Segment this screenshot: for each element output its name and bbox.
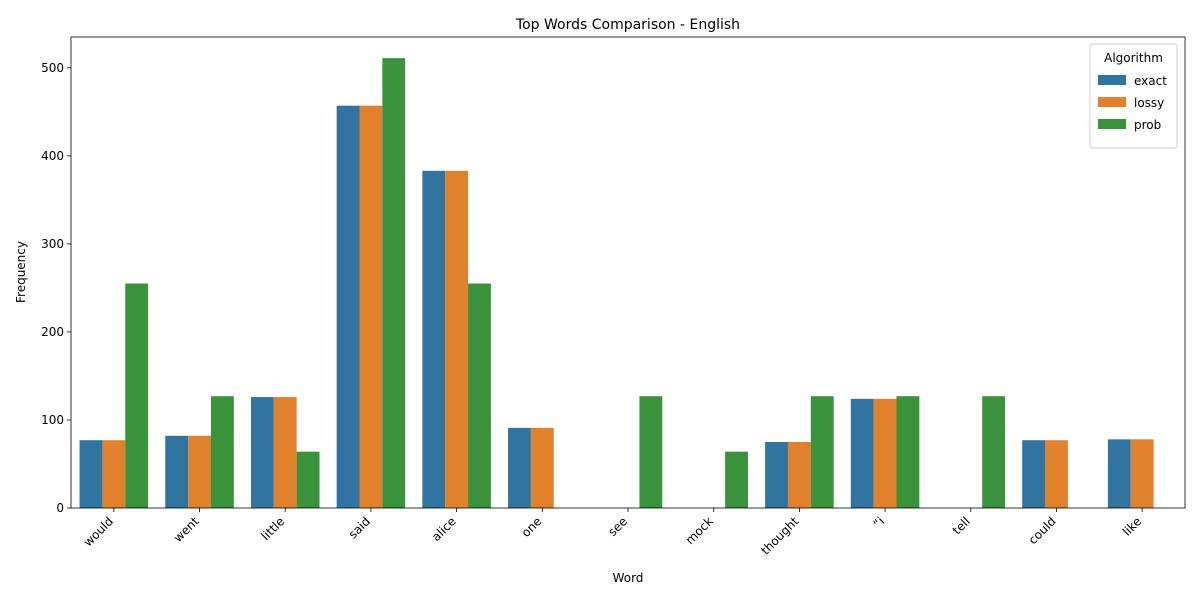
bar-exact-would bbox=[79, 440, 103, 508]
y-tick-label: 200 bbox=[41, 325, 64, 339]
bar-series-group bbox=[79, 58, 1154, 509]
chart-title: Top Words Comparison - English bbox=[515, 17, 740, 33]
x-tick-label: see bbox=[605, 514, 630, 539]
x-tick-label: tell bbox=[950, 514, 973, 537]
bar-lossy-would bbox=[102, 440, 126, 508]
y-tick-label: 0 bbox=[56, 501, 64, 515]
bar-prob-see bbox=[639, 396, 663, 508]
bar-exact-like bbox=[1107, 439, 1131, 508]
bar-prob-i bbox=[896, 396, 920, 508]
legend-label-lossy: lossy bbox=[1134, 96, 1164, 110]
bar-prob-little bbox=[296, 451, 320, 508]
x-tick-label: could bbox=[1026, 514, 1059, 547]
bar-prob-went bbox=[210, 396, 234, 508]
x-tick-label: would bbox=[81, 514, 116, 549]
bar-lossy-went bbox=[188, 435, 211, 508]
legend-swatch-exact bbox=[1098, 75, 1126, 85]
x-axis-label: Word bbox=[613, 571, 644, 585]
bar-exact-said bbox=[336, 105, 360, 508]
legend-title: Algorithm bbox=[1104, 51, 1163, 65]
bar-prob-thought bbox=[810, 396, 834, 508]
y-tick-label: 300 bbox=[41, 237, 64, 251]
bar-lossy-alice bbox=[445, 170, 469, 508]
bar-prob-would bbox=[125, 283, 149, 508]
legend-swatch-prob bbox=[1098, 119, 1126, 129]
legend-swatch-lossy bbox=[1098, 97, 1126, 107]
x-tick-label: mock bbox=[683, 514, 716, 547]
bar-lossy-one bbox=[530, 427, 554, 508]
x-tick-label: alice bbox=[429, 514, 459, 544]
bar-prob-mock bbox=[725, 451, 748, 508]
legend-label-prob: prob bbox=[1134, 118, 1161, 132]
bar-lossy-could bbox=[1045, 440, 1068, 508]
legend-label-exact: exact bbox=[1134, 74, 1167, 88]
x-tick-label: like bbox=[1120, 514, 1144, 538]
bar-exact-i bbox=[850, 398, 874, 508]
bar-exact-could bbox=[1022, 440, 1046, 508]
bar-exact-went bbox=[165, 435, 189, 508]
x-tick-label: “i bbox=[871, 514, 888, 531]
y-tick-label: 400 bbox=[41, 149, 64, 163]
bar-lossy-thought bbox=[787, 441, 811, 508]
x-tick-label: little bbox=[259, 514, 288, 543]
bar-exact-little bbox=[250, 397, 274, 508]
bar-lossy-said bbox=[359, 105, 383, 508]
bar-lossy-little bbox=[273, 397, 297, 508]
x-tick-label: thought bbox=[758, 514, 801, 557]
y-axis-label: Frequency bbox=[14, 241, 28, 303]
bar-prob-alice bbox=[468, 283, 491, 508]
plot-frame bbox=[70, 36, 1186, 509]
y-axis: 0 100 200 300 400 500 bbox=[41, 61, 71, 515]
x-axis: would went little said alice one see mock though… bbox=[81, 508, 1144, 557]
y-tick-label: 100 bbox=[41, 413, 64, 427]
bar-lossy-i bbox=[873, 398, 897, 508]
x-tick-label: went bbox=[171, 514, 202, 545]
legend: Algorithm exact lossy prob bbox=[1089, 43, 1178, 149]
bar-prob-said bbox=[382, 58, 406, 509]
bar-exact-one bbox=[508, 427, 531, 508]
x-tick-label: said bbox=[346, 514, 373, 541]
x-tick-label: one bbox=[519, 514, 545, 540]
bar-prob-tell bbox=[982, 396, 1006, 508]
bar-exact-thought bbox=[765, 441, 788, 508]
bar-exact-alice bbox=[422, 170, 446, 508]
y-tick-label: 500 bbox=[41, 61, 64, 75]
bar-lossy-like bbox=[1130, 439, 1154, 508]
